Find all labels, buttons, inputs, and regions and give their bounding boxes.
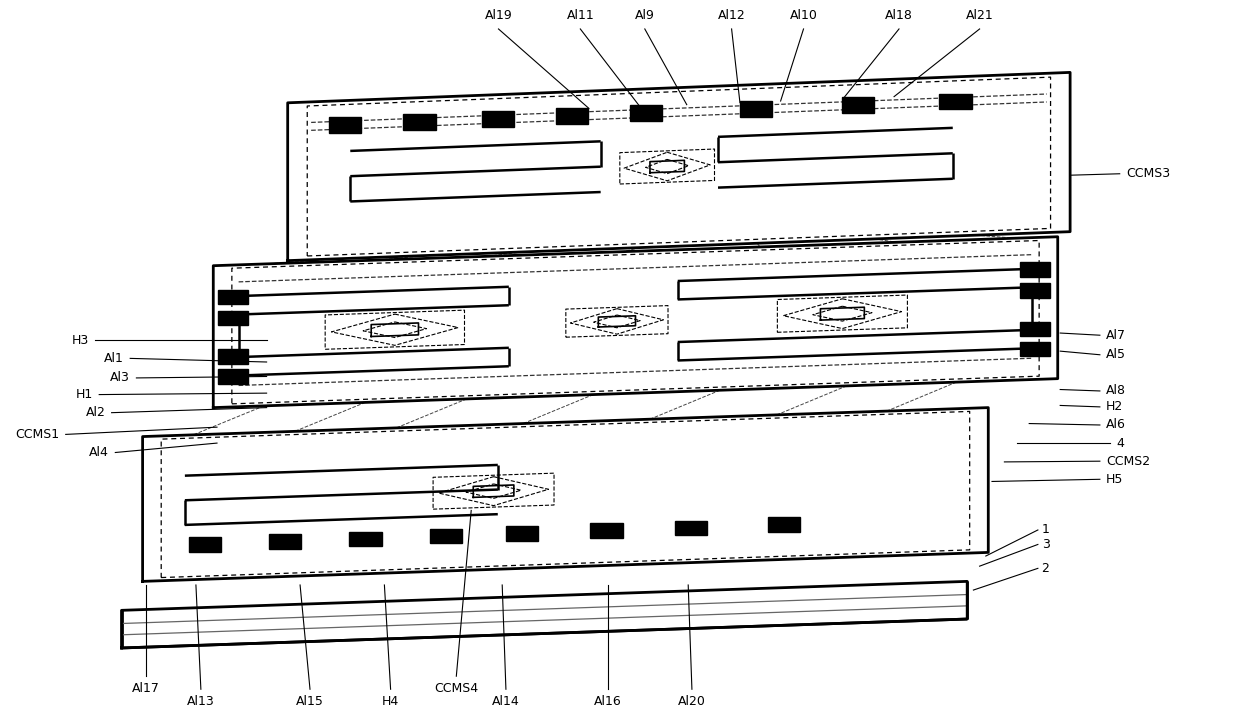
Text: 1: 1 [1042,523,1049,536]
Text: Al20: Al20 [678,695,706,708]
Text: 4: 4 [1116,437,1123,450]
Text: Al21: Al21 [966,9,993,22]
Bar [1021,262,1050,277]
Bar [218,369,248,384]
Bar [430,529,463,544]
Bar [403,114,435,130]
Text: Al11: Al11 [567,9,594,22]
Text: Al12: Al12 [718,9,745,22]
Text: CCMS2: CCMS2 [1106,455,1151,468]
Bar [350,531,382,546]
Text: 3: 3 [1042,538,1049,551]
Bar [675,521,707,535]
Text: Al16: Al16 [594,695,621,708]
Text: Al1: Al1 [104,352,124,365]
Text: CCMS4: CCMS4 [434,682,479,695]
Bar [1021,321,1050,336]
Bar [329,117,361,133]
Text: CCMS3: CCMS3 [1126,167,1171,180]
Bar [269,534,301,549]
Bar [940,93,972,109]
Bar [740,101,773,117]
Text: Al14: Al14 [492,695,520,708]
Bar [768,518,800,532]
Text: Al5: Al5 [1106,348,1126,361]
Text: Al17: Al17 [133,682,160,695]
Text: H1: H1 [76,388,93,401]
Text: Al3: Al3 [110,371,130,384]
Bar [218,349,248,363]
Bar [188,537,221,552]
Text: Al4: Al4 [89,446,109,459]
Text: Al9: Al9 [635,9,655,22]
Text: Al15: Al15 [296,695,324,708]
Text: H5: H5 [1106,473,1123,486]
Text: Al2: Al2 [86,406,105,419]
Text: H3: H3 [72,334,89,347]
Text: H2: H2 [1106,400,1123,413]
Bar [630,106,662,122]
Bar [590,523,622,538]
Text: CCMS1: CCMS1 [15,428,60,441]
Bar [506,526,538,541]
Text: Al8: Al8 [1106,384,1126,397]
Bar [1021,342,1050,356]
Text: Al7: Al7 [1106,329,1126,342]
Bar [218,290,248,304]
Text: Al10: Al10 [790,9,817,22]
Text: Al18: Al18 [885,9,913,22]
Bar [1021,284,1050,298]
Text: H4: H4 [382,695,399,708]
Text: 2: 2 [1042,562,1049,575]
Text: Al19: Al19 [485,9,512,22]
Text: Al13: Al13 [187,695,215,708]
Bar [842,97,874,113]
Bar [556,109,588,125]
Bar [218,311,248,326]
Bar [481,111,513,127]
Text: Al6: Al6 [1106,418,1126,432]
